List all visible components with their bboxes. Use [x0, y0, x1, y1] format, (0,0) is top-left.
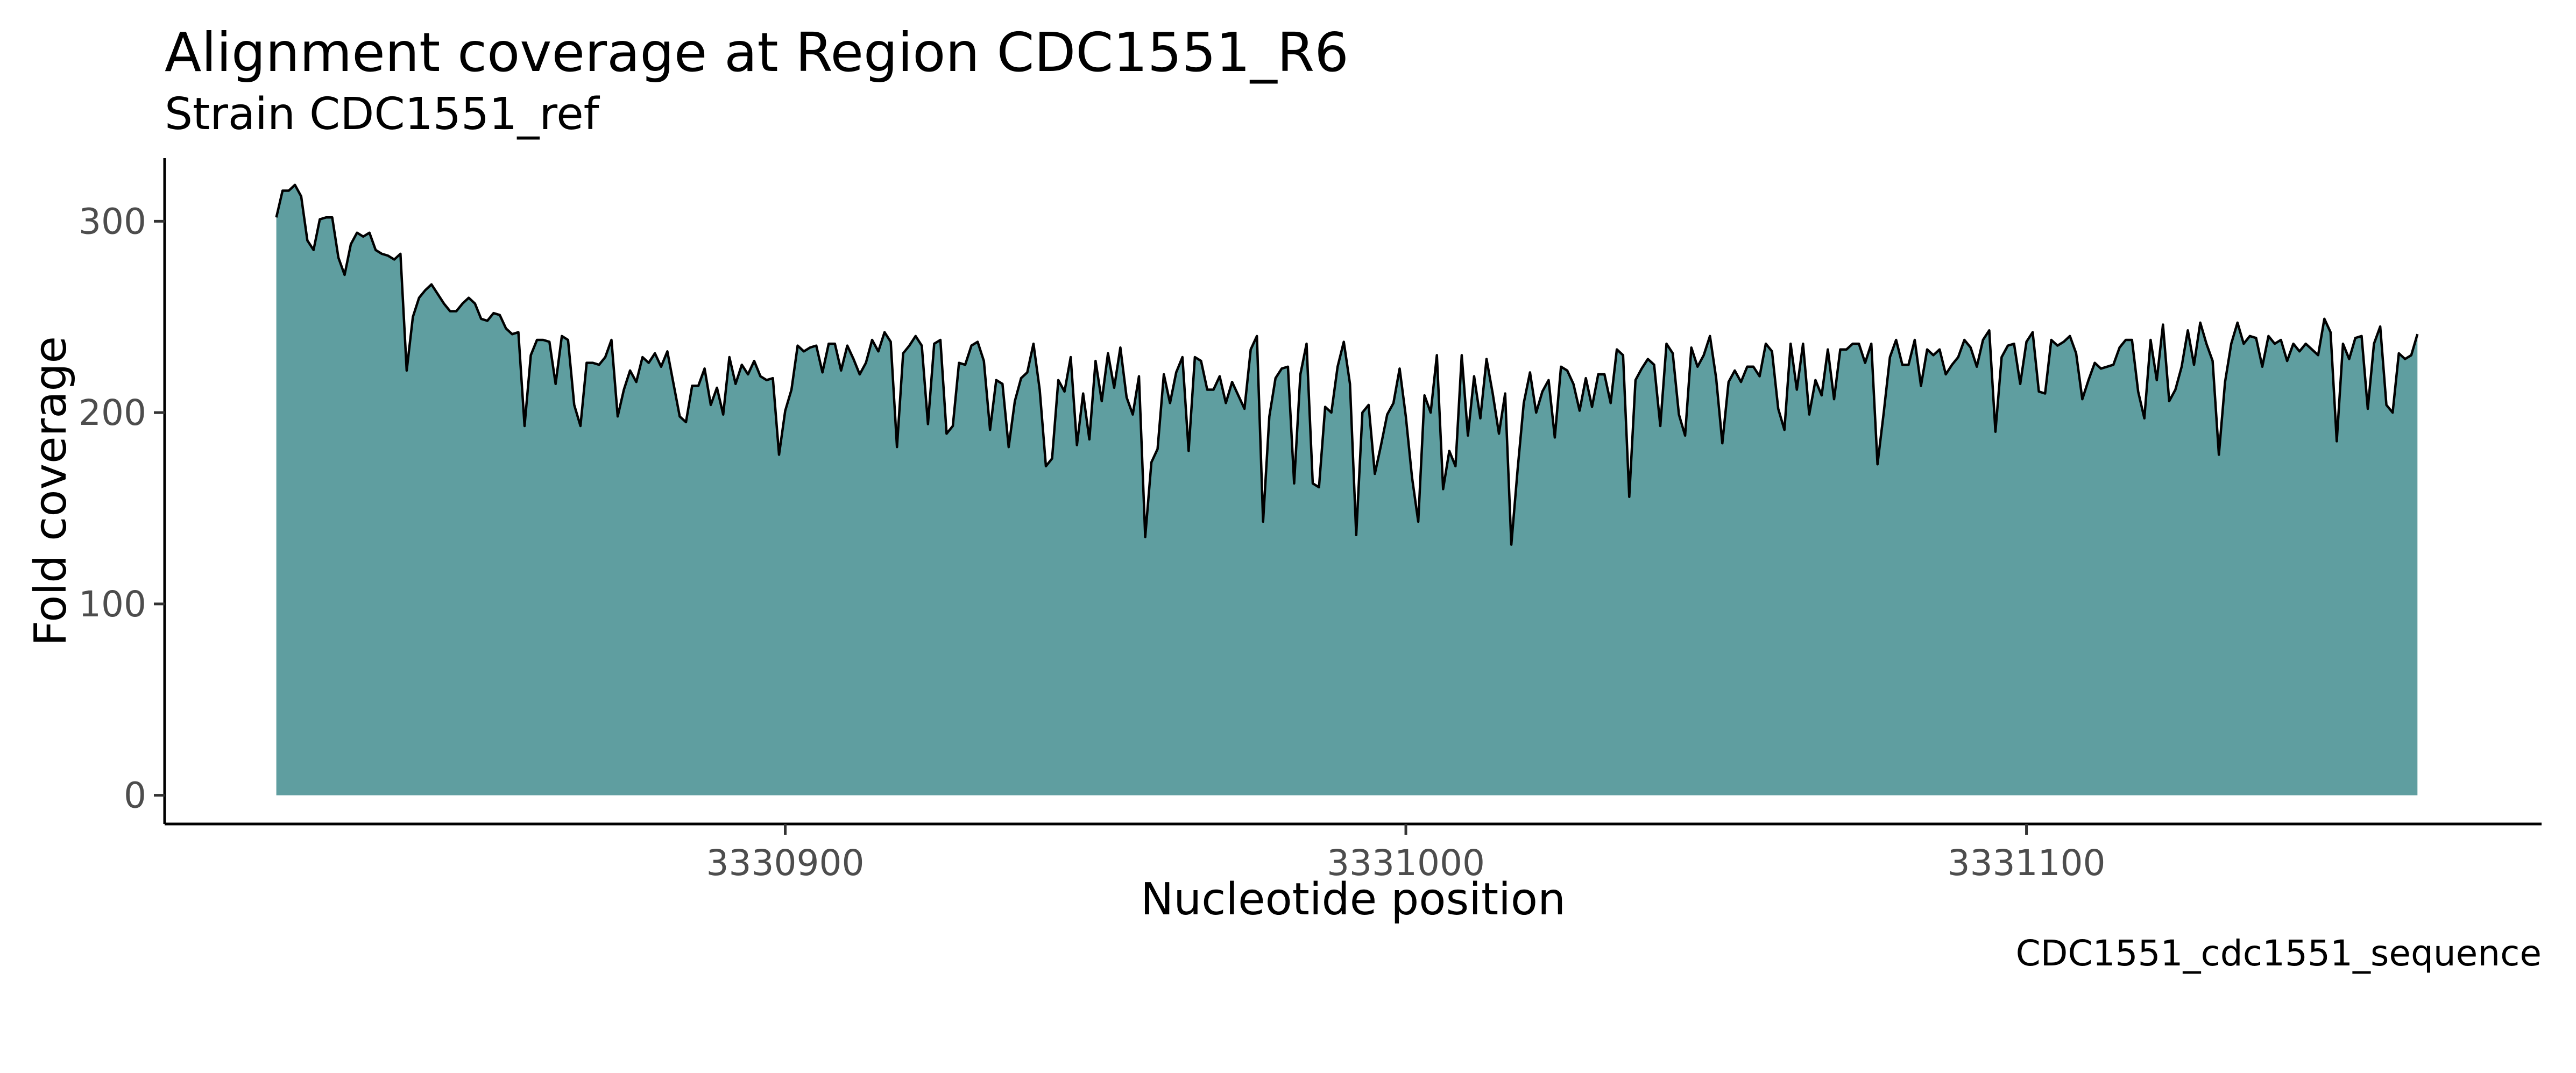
x-tick-label: 3331000 [1327, 842, 1485, 884]
x-tick-label: 3330900 [706, 842, 865, 884]
plot-area [275, 183, 2419, 795]
x-tick-label: 3331100 [1948, 842, 2106, 884]
coverage-area [276, 184, 2418, 795]
y-axis-title: Fold coverage [25, 336, 76, 646]
y-tick-label: 0 [124, 775, 146, 816]
coverage-line [275, 183, 2419, 546]
axis-ticks: 0 100 200 300 3330900 3331000 3331100 [79, 201, 2106, 884]
chart-title: Alignment coverage at Region CDC1551_R6 [165, 21, 1349, 84]
chart-subtitle: Strain CDC1551_ref [165, 89, 600, 140]
y-tick-label: 100 [79, 584, 146, 625]
x-axis-title: Nucleotide position [1141, 874, 1566, 925]
y-tick-label: 300 [79, 201, 146, 242]
chart-caption: CDC1551_cdc1551_sequence [2016, 933, 2542, 974]
y-tick-label: 200 [79, 392, 146, 434]
